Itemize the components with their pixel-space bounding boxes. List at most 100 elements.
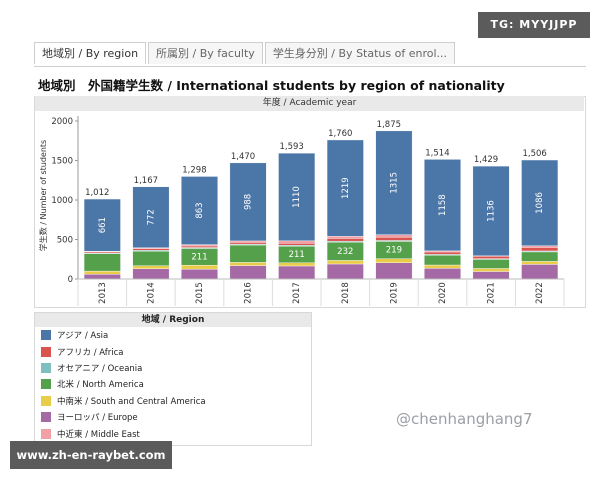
segment-value-label: 772	[146, 209, 156, 225]
y-axis-title: 学生数 / Number of students	[38, 140, 48, 251]
x-tick-label: 2020	[438, 282, 448, 304]
y-tick-label: 1000	[51, 196, 73, 206]
bar-segment	[375, 234, 413, 238]
bar-segment	[132, 268, 170, 280]
bar-segment	[83, 253, 121, 272]
x-axis-title: 年度 / Academic year	[35, 96, 584, 111]
legend-swatch	[41, 346, 51, 357]
bar-segment	[181, 176, 218, 245]
legend-item[interactable]: ヨーロッパ / Europe	[35, 409, 311, 425]
legend-label: アフリカ / Africa	[57, 347, 124, 358]
legend-title: 地域 / Region	[35, 313, 311, 327]
y-tick-label: 1500	[51, 157, 73, 167]
chart-title: 地域別 外国籍学生数 / International students by r…	[38, 78, 505, 93]
x-tick-label: 2014	[146, 282, 156, 304]
bar-segment	[424, 264, 461, 269]
bar-segment	[229, 265, 267, 280]
segment-value-label: 1219	[341, 177, 351, 199]
bar-segment	[521, 261, 559, 265]
bar-segment	[326, 139, 364, 237]
legend-item[interactable]: 北米 / North America	[35, 376, 311, 392]
x-tick-label: 2017	[292, 282, 302, 304]
legend: 地域 / Region アジア / Asia アフリカ / Africa オセアニア…	[34, 312, 312, 446]
bar-total-label: 1,593	[279, 142, 303, 152]
segment-value-label: 1086	[535, 192, 545, 214]
segment-value-label: 211	[191, 252, 207, 262]
legend-item[interactable]: 中近東 / Middle East	[35, 425, 311, 441]
bar-segment	[472, 256, 510, 259]
legend-label: アジア / Asia	[57, 331, 109, 342]
legend-item[interactable]: アフリカ / Africa	[35, 343, 311, 359]
bar-segment	[375, 262, 413, 280]
tab-bar: 地域別 / By region 所属別 / By faculty 学生身分別 /…	[34, 42, 457, 64]
bar-segment	[521, 247, 559, 252]
y-tick-label: 0	[68, 275, 73, 285]
y-tick-label: 2000	[51, 117, 73, 127]
legend-item[interactable]: アジア / Asia	[35, 327, 311, 343]
bar-segment	[326, 238, 364, 242]
bar-segment	[375, 258, 413, 264]
tab-by-region[interactable]: 地域別 / By region	[34, 42, 147, 64]
bar-segment	[521, 251, 559, 262]
x-tick-label: 2015	[195, 282, 205, 304]
bar-total-label: 1,167	[134, 176, 158, 186]
legend-swatch	[41, 395, 51, 406]
bar-total-label: 1,470	[231, 152, 255, 162]
bar-segment	[229, 162, 267, 242]
legend-item[interactable]: オセアニア / Oceania	[35, 360, 311, 376]
bar-segment	[229, 262, 267, 266]
bar-segment	[472, 268, 510, 272]
bar-segment	[83, 270, 121, 275]
x-tick-label: 2022	[535, 282, 545, 304]
segment-value-label: 661	[98, 217, 108, 233]
segment-value-label: 1136	[487, 200, 497, 222]
bar-segment	[521, 264, 559, 280]
legend-swatch	[41, 428, 51, 439]
bar-segment	[424, 251, 461, 255]
bar-total-label: 1,514	[425, 148, 449, 158]
watermark: @chenhanghang7	[396, 410, 533, 428]
y-tick-label: 500	[57, 236, 73, 246]
bar-segment	[326, 260, 364, 265]
bar-total-label: 1,012	[85, 188, 109, 198]
bar-segment	[424, 254, 461, 266]
segment-value-label: 1110	[292, 186, 302, 208]
x-tick-label: 2013	[98, 282, 108, 304]
bar-segment	[278, 262, 316, 267]
bar-segment	[181, 244, 218, 247]
legend-label: オセアニア / Oceania	[57, 363, 143, 374]
bar-segment	[521, 245, 559, 248]
bar-segment	[424, 159, 461, 252]
legend-swatch	[41, 412, 51, 423]
tab-by-status[interactable]: 学生身分別 / By Status of enrol...	[264, 42, 456, 64]
legend-label: 中近東 / Middle East	[57, 429, 140, 440]
bar-segment	[132, 186, 170, 248]
tab-by-faculty[interactable]: 所属別 / By faculty	[148, 42, 263, 64]
bar-segment	[472, 271, 510, 280]
bar-segment	[326, 236, 364, 239]
segment-value-label: 988	[244, 194, 254, 210]
bar-total-label: 1,760	[328, 129, 352, 139]
segment-value-label: 232	[337, 247, 353, 257]
x-tick-label: 2021	[487, 282, 497, 304]
bar-segment	[278, 152, 316, 242]
legend-label: ヨーロッパ / Europe	[57, 413, 138, 424]
bar-segment	[132, 250, 170, 266]
legend-label: 北米 / North America	[57, 380, 144, 391]
x-tick-label: 2016	[244, 282, 254, 304]
x-tick-label: 2019	[389, 282, 399, 304]
legend-item[interactable]: 中南米 / South and Central America	[35, 393, 311, 409]
legend-swatch	[41, 362, 51, 373]
bar-segment	[326, 263, 364, 280]
segment-value-label: 1315	[389, 172, 399, 194]
x-tick-label: 2018	[341, 282, 351, 304]
legend-label: 中南米 / South and Central America	[57, 396, 206, 407]
segment-value-label: 211	[289, 250, 305, 260]
tab-divider	[34, 66, 586, 67]
bar-segment	[83, 274, 121, 280]
url-badge: www.zh-en-raybet.com	[10, 441, 172, 469]
bar-total-label: 1,875	[377, 120, 401, 130]
bar-segment	[375, 130, 413, 235]
bar-total-label: 1,429	[474, 155, 498, 165]
bar-segment	[278, 265, 316, 280]
